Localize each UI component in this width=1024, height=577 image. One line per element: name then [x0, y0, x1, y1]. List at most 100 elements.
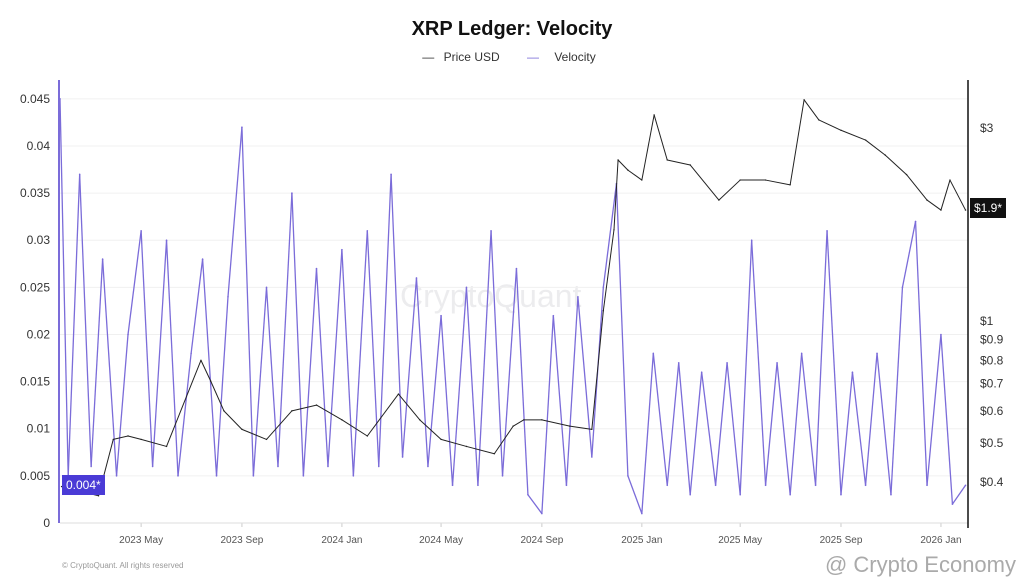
- price-segment: [789, 99, 805, 185]
- left-tick-label: 0: [43, 516, 50, 530]
- velocity-segment: [577, 296, 593, 458]
- price-segment: [803, 99, 820, 121]
- price-segment: [200, 360, 212, 382]
- velocity-segment: [151, 240, 168, 467]
- velocity-segment: [776, 362, 791, 495]
- x-tick-label: 2025 Sep: [820, 535, 863, 546]
- velocity-segment: [327, 249, 343, 467]
- current-velocity-tag: 0.004*: [62, 475, 105, 496]
- x-tick-label: 2024 Sep: [520, 535, 563, 546]
- copyright: © CryptoQuant. All rights reserved: [62, 561, 184, 570]
- price-segment: [419, 419, 442, 440]
- x-tick-label: 2024 Jan: [321, 535, 362, 546]
- velocity-segment: [552, 315, 568, 486]
- left-tick-label: 0.035: [20, 186, 50, 200]
- left-tick-label: 0.01: [27, 422, 51, 436]
- price-segment: [366, 393, 399, 437]
- velocity-segment: [565, 296, 579, 486]
- velocity-segment: [627, 475, 643, 514]
- price-segment: [440, 438, 467, 447]
- velocity-segment: [726, 362, 741, 495]
- velocity-segment: [127, 230, 142, 335]
- price-segment: [541, 419, 570, 427]
- price-segment: [641, 114, 655, 181]
- watermark: CryptoQuant: [400, 278, 582, 314]
- chart-title: XRP Ledger: Velocity: [411, 18, 613, 40]
- x-tick-label: 2023 May: [119, 535, 163, 546]
- left-tick-label: 0.015: [20, 375, 50, 389]
- price-segment: [602, 229, 615, 311]
- price-segment: [667, 159, 691, 166]
- velocity-segment: [851, 372, 867, 486]
- velocity-segment: [401, 277, 418, 458]
- price-segment: [617, 159, 629, 171]
- legend-velocity[interactable]: — Velocity: [527, 50, 596, 64]
- x-tick-label: 2024 May: [419, 535, 463, 546]
- velocity-segment: [390, 174, 404, 458]
- velocity-segment: [527, 494, 543, 514]
- legend-price-label: Price USD: [443, 50, 500, 64]
- velocity-segment: [440, 315, 454, 486]
- price-segment: [316, 404, 343, 421]
- velocity-segment: [265, 287, 279, 467]
- price-point: [964, 209, 967, 211]
- velocity-segment: [177, 353, 192, 476]
- velocity-segment: [678, 362, 691, 495]
- velocity-segment: [641, 353, 654, 514]
- velocity-segment: [451, 287, 468, 486]
- velocity-segment: [814, 230, 828, 486]
- price-segment: [765, 179, 791, 186]
- velocity-segment: [415, 277, 429, 467]
- current-price-tag: $1.9*: [970, 198, 1007, 219]
- velocity-segment: [714, 362, 728, 486]
- price-segment: [210, 381, 225, 412]
- price-segment: [940, 179, 951, 211]
- velocity-segment: [227, 127, 243, 297]
- price-segment: [166, 360, 202, 447]
- velocity-segment: [515, 268, 529, 495]
- right-tick-label: $0.8: [980, 353, 1004, 367]
- left-tick-label: 0.025: [20, 280, 50, 294]
- x-tick-label: 2023 Sep: [221, 535, 264, 546]
- source-watermark: @ Crypto Economy: [824, 552, 1016, 577]
- price-segment: [627, 169, 643, 181]
- price-segment: [906, 174, 928, 201]
- velocity-segment: [490, 230, 504, 476]
- left-tick-label: 0.04: [27, 139, 51, 153]
- velocity-segment: [541, 315, 554, 514]
- price-segment: [613, 159, 619, 230]
- velocity-segment: [215, 296, 229, 476]
- x-tick-label: 2025 Jan: [621, 535, 662, 546]
- velocity-segment: [864, 353, 878, 486]
- price-segment: [291, 404, 317, 412]
- velocity-segment: [465, 287, 479, 486]
- velocity-segment: [79, 174, 92, 467]
- right-tick-label: $0.6: [980, 404, 1004, 418]
- price-segment: [926, 199, 942, 211]
- legend: — Price USD — Velocity: [0, 50, 1024, 64]
- velocity-segment: [378, 174, 392, 467]
- velocity-segment: [789, 353, 803, 495]
- velocity-segment: [252, 287, 268, 476]
- left-tick-label: 0.03: [27, 233, 51, 247]
- price-segment: [127, 435, 142, 440]
- velocity-segment: [277, 193, 293, 467]
- price-segment: [949, 179, 966, 211]
- velocity-segment: [901, 221, 917, 288]
- price-segment: [840, 129, 866, 141]
- legend-price[interactable]: — Price USD: [422, 50, 500, 64]
- velocity-segment: [477, 230, 492, 486]
- right-tick-label: $1: [980, 314, 994, 328]
- velocity-segment: [764, 362, 778, 486]
- velocity-segment: [67, 174, 81, 476]
- price-segment: [865, 139, 886, 156]
- velocity-segment: [302, 268, 318, 476]
- velocity-segment: [666, 362, 680, 486]
- x-tick-label: 2025 May: [718, 535, 762, 546]
- price-segment: [266, 410, 293, 440]
- price-segment: [113, 435, 129, 440]
- velocity-segment: [115, 334, 129, 476]
- price-segment: [466, 445, 495, 455]
- right-tick-label: $0.5: [980, 436, 1004, 450]
